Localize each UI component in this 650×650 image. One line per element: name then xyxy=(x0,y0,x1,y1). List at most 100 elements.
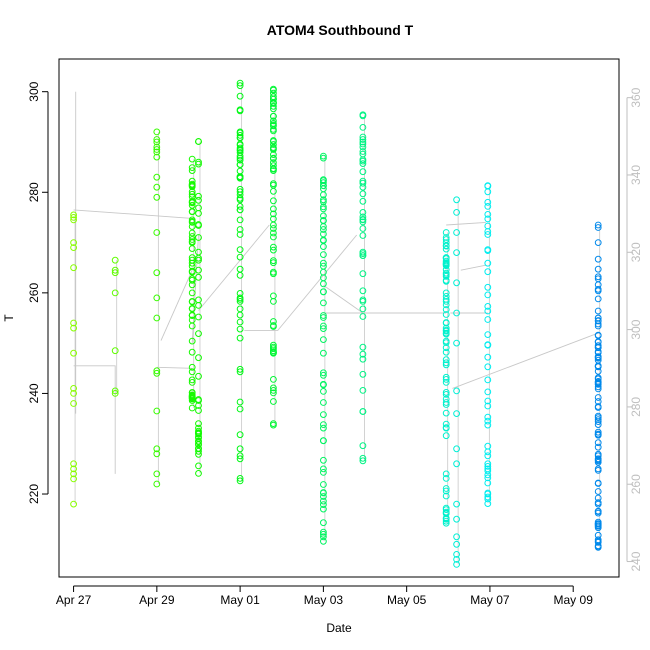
data-point xyxy=(153,480,161,488)
data-point xyxy=(484,388,492,396)
data-point xyxy=(236,265,244,273)
data-point xyxy=(442,409,450,417)
data-point xyxy=(153,148,161,156)
data-point xyxy=(359,350,367,358)
data-point xyxy=(594,378,602,385)
data-point xyxy=(236,149,244,156)
y-right-tick-label: 340 xyxy=(629,165,643,185)
data-point xyxy=(195,330,202,338)
trace-line-10 xyxy=(323,284,364,314)
data-point xyxy=(236,92,244,100)
data-point xyxy=(153,445,161,453)
data-point xyxy=(484,211,492,218)
data-point xyxy=(594,531,602,539)
data-point xyxy=(195,266,202,274)
data-point xyxy=(453,500,461,508)
data-point xyxy=(484,246,492,254)
data-point xyxy=(442,319,450,326)
data-point xyxy=(442,508,450,516)
data-point xyxy=(320,533,327,541)
data-point xyxy=(442,485,450,492)
trace-line-13 xyxy=(452,332,599,389)
data-point xyxy=(270,259,277,267)
data-point xyxy=(594,455,602,463)
data-point xyxy=(442,504,450,512)
data-point xyxy=(195,447,202,455)
y-tick-label: 280 xyxy=(27,182,41,202)
data-point xyxy=(453,551,461,558)
data-point xyxy=(270,387,277,394)
data-point xyxy=(594,398,602,405)
data-point xyxy=(188,201,196,209)
data-point xyxy=(188,368,196,376)
trace-line-8 xyxy=(277,234,358,331)
data-point xyxy=(320,196,327,204)
data-point xyxy=(359,248,367,256)
data-point xyxy=(236,405,244,413)
data-point xyxy=(236,475,244,482)
data-point xyxy=(70,244,77,252)
data-point xyxy=(70,390,77,397)
data-point xyxy=(195,234,202,241)
data-point xyxy=(594,479,602,487)
data-point xyxy=(320,381,327,388)
data-point xyxy=(320,203,327,211)
data-point xyxy=(484,479,492,487)
data-point xyxy=(195,424,202,432)
data-point xyxy=(320,312,327,319)
data-point xyxy=(359,287,367,295)
data-point xyxy=(442,475,450,482)
data-point xyxy=(594,443,602,451)
data-point xyxy=(320,369,327,377)
data-point xyxy=(359,209,367,216)
trace-line-6 xyxy=(198,224,270,311)
data-point xyxy=(594,394,602,401)
data-point xyxy=(270,137,277,144)
data-point xyxy=(70,475,77,483)
data-point xyxy=(359,442,367,450)
data-point xyxy=(188,348,196,356)
x-tick-label: May 07 xyxy=(470,593,510,607)
data-point xyxy=(236,188,244,196)
data-point xyxy=(484,500,492,508)
data-point xyxy=(270,205,277,213)
data-point xyxy=(320,489,327,496)
data-point xyxy=(153,136,161,143)
data-point xyxy=(236,128,244,136)
data-point xyxy=(320,424,327,432)
data-point xyxy=(594,374,602,382)
data-point xyxy=(270,398,277,405)
data-point xyxy=(236,106,244,114)
data-point xyxy=(442,517,450,525)
data-point xyxy=(320,152,327,160)
data-point xyxy=(594,273,602,281)
data-point xyxy=(453,556,461,563)
data-point xyxy=(236,156,244,164)
data-point xyxy=(236,132,244,139)
data-points xyxy=(70,79,602,568)
data-point xyxy=(320,528,327,536)
data-point xyxy=(359,160,367,168)
data-point xyxy=(594,518,602,526)
data-point xyxy=(484,215,492,223)
data-point xyxy=(320,314,327,321)
data-point xyxy=(320,251,327,259)
data-point xyxy=(594,507,602,515)
data-point xyxy=(442,236,450,243)
data-point xyxy=(442,379,450,386)
data-point xyxy=(270,376,277,383)
data-point xyxy=(236,167,244,175)
data-point xyxy=(594,221,602,229)
data-point xyxy=(270,197,277,205)
data-point xyxy=(153,229,161,236)
data-point xyxy=(359,179,367,187)
data-point xyxy=(442,492,450,500)
data-point xyxy=(270,120,277,127)
data-point xyxy=(320,469,327,476)
data-point xyxy=(320,217,327,224)
data-point xyxy=(70,319,77,327)
data-point xyxy=(320,179,327,187)
data-point xyxy=(320,336,327,344)
data-point xyxy=(320,154,327,162)
data-point xyxy=(484,402,492,410)
